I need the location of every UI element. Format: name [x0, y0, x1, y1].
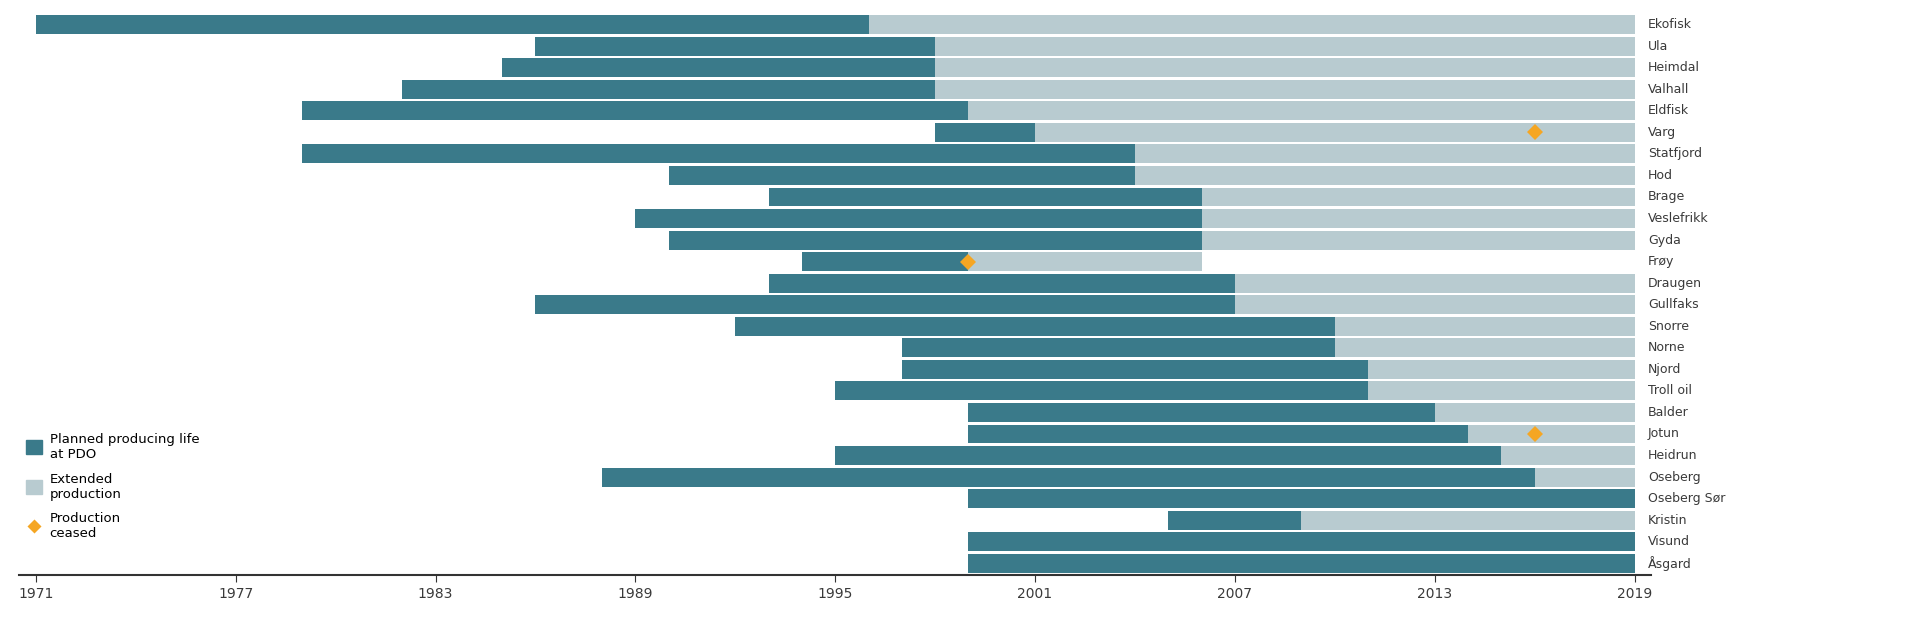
Bar — [835, 446, 1501, 465]
Bar — [603, 468, 1534, 486]
Bar — [902, 338, 1634, 357]
Bar — [768, 273, 1235, 293]
Legend: Planned producing life
at PDO, Extended
production, Production
ceased: Planned producing life at PDO, Extended … — [25, 433, 200, 541]
Text: Visund: Visund — [1647, 535, 1690, 548]
Bar — [835, 446, 1634, 465]
Bar — [735, 317, 1334, 335]
Text: Snorre: Snorre — [1647, 320, 1690, 333]
Text: Oseberg Sør: Oseberg Sør — [1647, 492, 1726, 505]
Bar — [803, 252, 968, 271]
Bar — [968, 424, 1469, 443]
Bar — [803, 252, 1202, 271]
Bar — [536, 36, 1634, 56]
Text: Gyda: Gyda — [1647, 234, 1680, 247]
Text: Hod: Hod — [1647, 169, 1672, 182]
Bar — [835, 381, 1369, 401]
Bar — [968, 532, 1634, 551]
Bar — [536, 295, 1235, 314]
Bar — [968, 424, 1634, 443]
Bar — [968, 403, 1434, 422]
Text: Åsgard: Åsgard — [1647, 556, 1692, 571]
Bar — [503, 58, 935, 77]
Bar — [935, 123, 1634, 142]
Bar — [902, 338, 1334, 357]
Text: Gullfaks: Gullfaks — [1647, 298, 1699, 311]
Bar — [768, 187, 1202, 206]
Bar — [968, 489, 1634, 508]
Text: Oseberg: Oseberg — [1647, 470, 1701, 484]
Bar — [1167, 511, 1302, 530]
Bar — [768, 187, 1634, 206]
Bar — [768, 273, 1634, 293]
Text: Ula: Ula — [1647, 40, 1668, 52]
Text: Eldfisk: Eldfisk — [1647, 104, 1690, 118]
Bar — [301, 102, 968, 120]
Text: Statfjord: Statfjord — [1647, 148, 1701, 160]
Bar — [835, 381, 1634, 401]
Bar — [902, 360, 1634, 379]
Text: Veslefrikk: Veslefrikk — [1647, 212, 1709, 225]
Text: Valhall: Valhall — [1647, 83, 1690, 96]
Bar — [503, 58, 1634, 77]
Bar — [401, 80, 1634, 99]
Text: Ekofisk: Ekofisk — [1647, 18, 1692, 31]
Bar — [902, 360, 1369, 379]
Text: Brage: Brage — [1647, 190, 1686, 203]
Text: Heimdal: Heimdal — [1647, 61, 1699, 74]
Bar — [1167, 511, 1634, 530]
Bar — [36, 15, 1634, 34]
Bar — [668, 231, 1202, 250]
Text: Kristin: Kristin — [1647, 514, 1688, 527]
Bar — [36, 15, 868, 34]
Bar — [536, 36, 935, 56]
Text: Balder: Balder — [1647, 406, 1688, 419]
Text: Troll oil: Troll oil — [1647, 385, 1692, 397]
Bar — [301, 144, 1135, 164]
Bar — [968, 532, 1634, 551]
Text: Norne: Norne — [1647, 341, 1686, 354]
Bar — [668, 231, 1634, 250]
Bar — [401, 80, 935, 99]
Bar — [968, 554, 1634, 573]
Bar — [668, 166, 1634, 185]
Bar — [603, 468, 1634, 486]
Bar — [968, 554, 1634, 573]
Bar — [935, 123, 1035, 142]
Bar — [668, 166, 1135, 185]
Bar — [636, 209, 1634, 228]
Text: Varg: Varg — [1647, 126, 1676, 139]
Text: Jotun: Jotun — [1647, 427, 1680, 440]
Bar — [536, 295, 1634, 314]
Text: Frøy: Frøy — [1647, 255, 1674, 268]
Bar — [968, 403, 1634, 422]
Bar — [301, 102, 1634, 120]
Text: Draugen: Draugen — [1647, 277, 1701, 289]
Text: Heidrun: Heidrun — [1647, 449, 1697, 462]
Text: Njord: Njord — [1647, 363, 1682, 376]
Bar — [735, 317, 1634, 335]
Bar — [636, 209, 1202, 228]
Bar — [301, 144, 1634, 164]
Bar — [968, 489, 1634, 508]
